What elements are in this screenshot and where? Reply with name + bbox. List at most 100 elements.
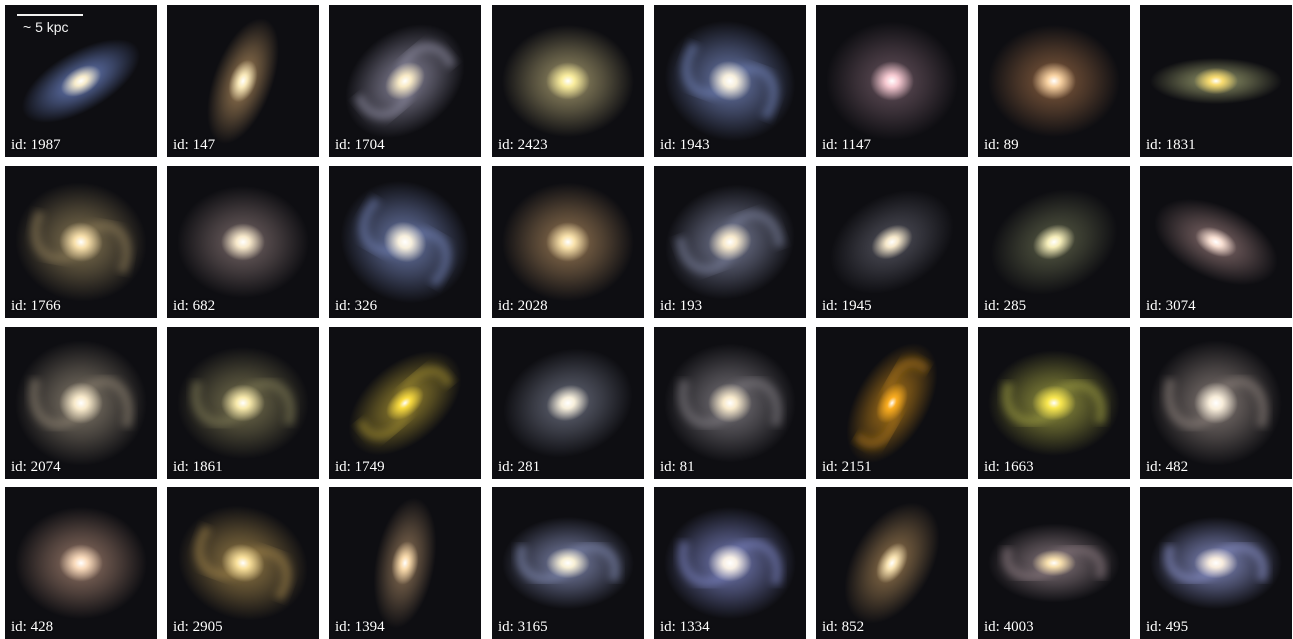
galaxy-tile: id: 1943 xyxy=(654,5,806,157)
galaxy-tile: id: 4003 xyxy=(978,487,1130,639)
galaxy-tile: id: 2151 xyxy=(816,327,968,479)
galaxy-tile: id: 1987 ~ 5 kpc xyxy=(5,5,157,157)
galaxy-id-label: id: 1945 xyxy=(822,298,872,314)
galaxy-core xyxy=(1194,382,1238,424)
galaxy-image xyxy=(816,5,968,157)
galaxy-image xyxy=(167,5,319,157)
galaxy-image xyxy=(816,327,968,479)
galaxy-id-label: id: 2151 xyxy=(822,459,872,475)
galaxy-tile: id: 1334 xyxy=(654,487,806,639)
galaxy-image xyxy=(816,487,968,639)
galaxy-id-label: id: 1147 xyxy=(822,137,872,153)
galaxy-id-label: id: 4003 xyxy=(984,619,1034,635)
galaxy-id-label: id: 147 xyxy=(173,137,216,153)
galaxy-core xyxy=(546,384,590,422)
galaxy-tile: id: 281 xyxy=(492,327,644,479)
galaxy-tile: id: 428 xyxy=(5,487,157,639)
galaxy-core xyxy=(708,544,752,582)
galaxy-id-label: id: 1704 xyxy=(335,137,385,153)
galaxy-id-label: id: 428 xyxy=(11,619,54,635)
galaxy-id-label: id: 1334 xyxy=(660,619,710,635)
galaxy-id-label: id: 326 xyxy=(335,298,378,314)
galaxy-image xyxy=(329,487,481,639)
galaxy-core xyxy=(383,221,427,263)
galaxy-id-label: id: 3074 xyxy=(1146,298,1196,314)
galaxy-core xyxy=(60,65,102,97)
galaxy-image xyxy=(978,166,1130,318)
galaxy-image xyxy=(654,487,806,639)
galaxy-image xyxy=(492,5,644,157)
galaxy-tile: id: 2074 xyxy=(5,327,157,479)
galaxy-core xyxy=(876,542,908,584)
galaxy-id-label: id: 495 xyxy=(1146,619,1189,635)
galaxy-core xyxy=(59,544,103,582)
galaxy-image xyxy=(167,487,319,639)
galaxy-core xyxy=(228,59,258,103)
galaxy-id-label: id: 682 xyxy=(173,298,216,314)
galaxy-core xyxy=(1194,547,1238,579)
galaxy-image xyxy=(1140,166,1292,318)
galaxy-image xyxy=(329,166,481,318)
galaxy-core xyxy=(59,222,103,262)
galaxy-tile: id: 2905 xyxy=(167,487,319,639)
galaxy-core xyxy=(708,383,752,423)
galaxy-image xyxy=(1140,487,1292,639)
galaxy-tile: id: 1147 xyxy=(816,5,968,157)
galaxy-image xyxy=(167,166,319,318)
galaxy-tile: id: 89 xyxy=(978,5,1130,157)
galaxy-tile: id: 1704 xyxy=(329,5,481,157)
galaxy-core xyxy=(1032,385,1076,421)
galaxy-core xyxy=(59,382,103,424)
galaxy-image xyxy=(492,166,644,318)
galaxy-tile: id: 147 xyxy=(167,5,319,157)
galaxy-core xyxy=(386,385,424,421)
galaxy-image xyxy=(329,327,481,479)
galaxy-id-label: id: 1663 xyxy=(984,459,1034,475)
galaxy-core xyxy=(391,541,419,585)
galaxy-image xyxy=(492,487,644,639)
galaxy-id-label: id: 482 xyxy=(1146,459,1189,475)
galaxy-tile: id: 1663 xyxy=(978,327,1130,479)
galaxy-core xyxy=(385,62,425,100)
galaxy-image xyxy=(5,166,157,318)
galaxy-core xyxy=(1195,226,1237,258)
galaxy-image xyxy=(1140,327,1292,479)
galaxy-core xyxy=(870,61,914,101)
galaxy-core xyxy=(876,382,908,424)
galaxy-tile: id: 193 xyxy=(654,166,806,318)
galaxy-id-label: id: 2028 xyxy=(498,298,548,314)
galaxy-id-label: id: 89 xyxy=(984,137,1019,153)
galaxy-image xyxy=(492,327,644,479)
galaxy-id-label: id: 281 xyxy=(498,459,541,475)
galaxy-core xyxy=(708,60,752,102)
galaxy-tile: id: 2423 xyxy=(492,5,644,157)
galaxy-tile: id: 285 xyxy=(978,166,1130,318)
galaxy-id-label: id: 81 xyxy=(660,459,695,475)
galaxy-tile: id: 3165 xyxy=(492,487,644,639)
galaxy-id-label: id: 2074 xyxy=(11,459,61,475)
galaxy-image xyxy=(5,5,157,157)
galaxy-core xyxy=(1194,67,1238,95)
galaxy-core xyxy=(1032,224,1076,260)
galaxy-image xyxy=(1140,5,1292,157)
galaxy-core xyxy=(546,62,590,100)
galaxy-tile: id: 1831 xyxy=(1140,5,1292,157)
galaxy-id-label: id: 1987 xyxy=(11,137,61,153)
galaxy-tile: id: 2028 xyxy=(492,166,644,318)
galaxy-tile: id: 1749 xyxy=(329,327,481,479)
galaxy-image xyxy=(978,327,1130,479)
galaxy-core xyxy=(708,222,752,262)
galaxy-image xyxy=(329,5,481,157)
galaxy-id-label: id: 1861 xyxy=(173,459,223,475)
scale-bar xyxy=(17,14,83,16)
galaxy-id-label: id: 1766 xyxy=(11,298,61,314)
scale-bar-label: ~ 5 kpc xyxy=(23,19,69,35)
galaxy-id-label: id: 2905 xyxy=(173,619,223,635)
galaxy-core xyxy=(1032,62,1076,100)
galaxy-image xyxy=(978,487,1130,639)
galaxy-id-label: id: 3165 xyxy=(498,619,548,635)
galaxy-tile: id: 495 xyxy=(1140,487,1292,639)
galaxy-core xyxy=(221,543,265,583)
galaxy-core xyxy=(1032,549,1076,577)
